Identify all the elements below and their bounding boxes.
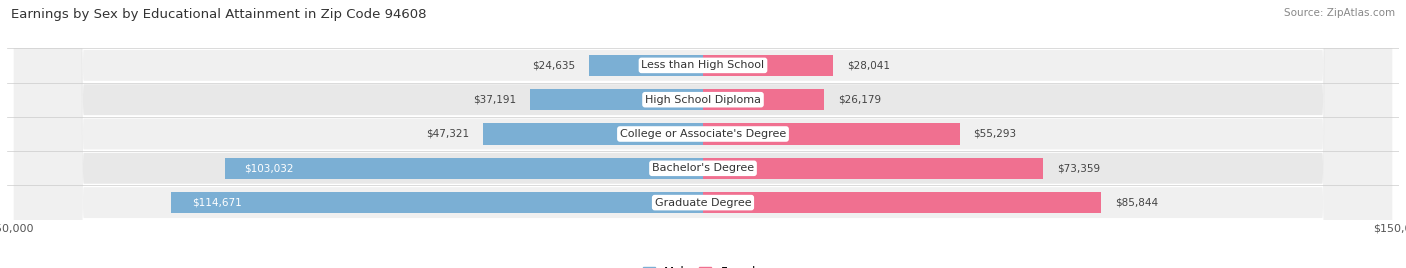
Bar (589, 55, 703, 76)
FancyBboxPatch shape (14, 0, 1392, 268)
Text: $26,179: $26,179 (838, 95, 882, 105)
Bar (172, 192, 703, 213)
Bar (703, 123, 959, 145)
Text: $55,293: $55,293 (973, 129, 1017, 139)
FancyBboxPatch shape (14, 0, 1392, 268)
Text: Less than High School: Less than High School (641, 60, 765, 70)
Bar (484, 123, 703, 145)
Text: $24,635: $24,635 (531, 60, 575, 70)
Text: Earnings by Sex by Educational Attainment in Zip Code 94608: Earnings by Sex by Educational Attainmen… (11, 8, 427, 21)
FancyBboxPatch shape (14, 0, 1392, 268)
Bar (703, 55, 834, 76)
Text: $73,359: $73,359 (1057, 163, 1101, 173)
Bar (703, 192, 1101, 213)
Text: $47,321: $47,321 (426, 129, 470, 139)
Text: $28,041: $28,041 (846, 60, 890, 70)
Text: College or Associate's Degree: College or Associate's Degree (620, 129, 786, 139)
Text: Graduate Degree: Graduate Degree (655, 198, 751, 208)
Legend: Male, Female: Male, Female (638, 261, 768, 268)
Text: $85,844: $85,844 (1115, 198, 1159, 208)
Text: $37,191: $37,191 (474, 95, 516, 105)
Bar (703, 89, 824, 110)
FancyBboxPatch shape (14, 0, 1392, 268)
Text: $114,671: $114,671 (193, 198, 242, 208)
Bar (225, 158, 703, 179)
Text: Source: ZipAtlas.com: Source: ZipAtlas.com (1284, 8, 1395, 18)
Bar (703, 158, 1043, 179)
Text: $103,032: $103,032 (245, 163, 294, 173)
FancyBboxPatch shape (14, 0, 1392, 268)
Bar (530, 89, 703, 110)
Text: Bachelor's Degree: Bachelor's Degree (652, 163, 754, 173)
Text: High School Diploma: High School Diploma (645, 95, 761, 105)
